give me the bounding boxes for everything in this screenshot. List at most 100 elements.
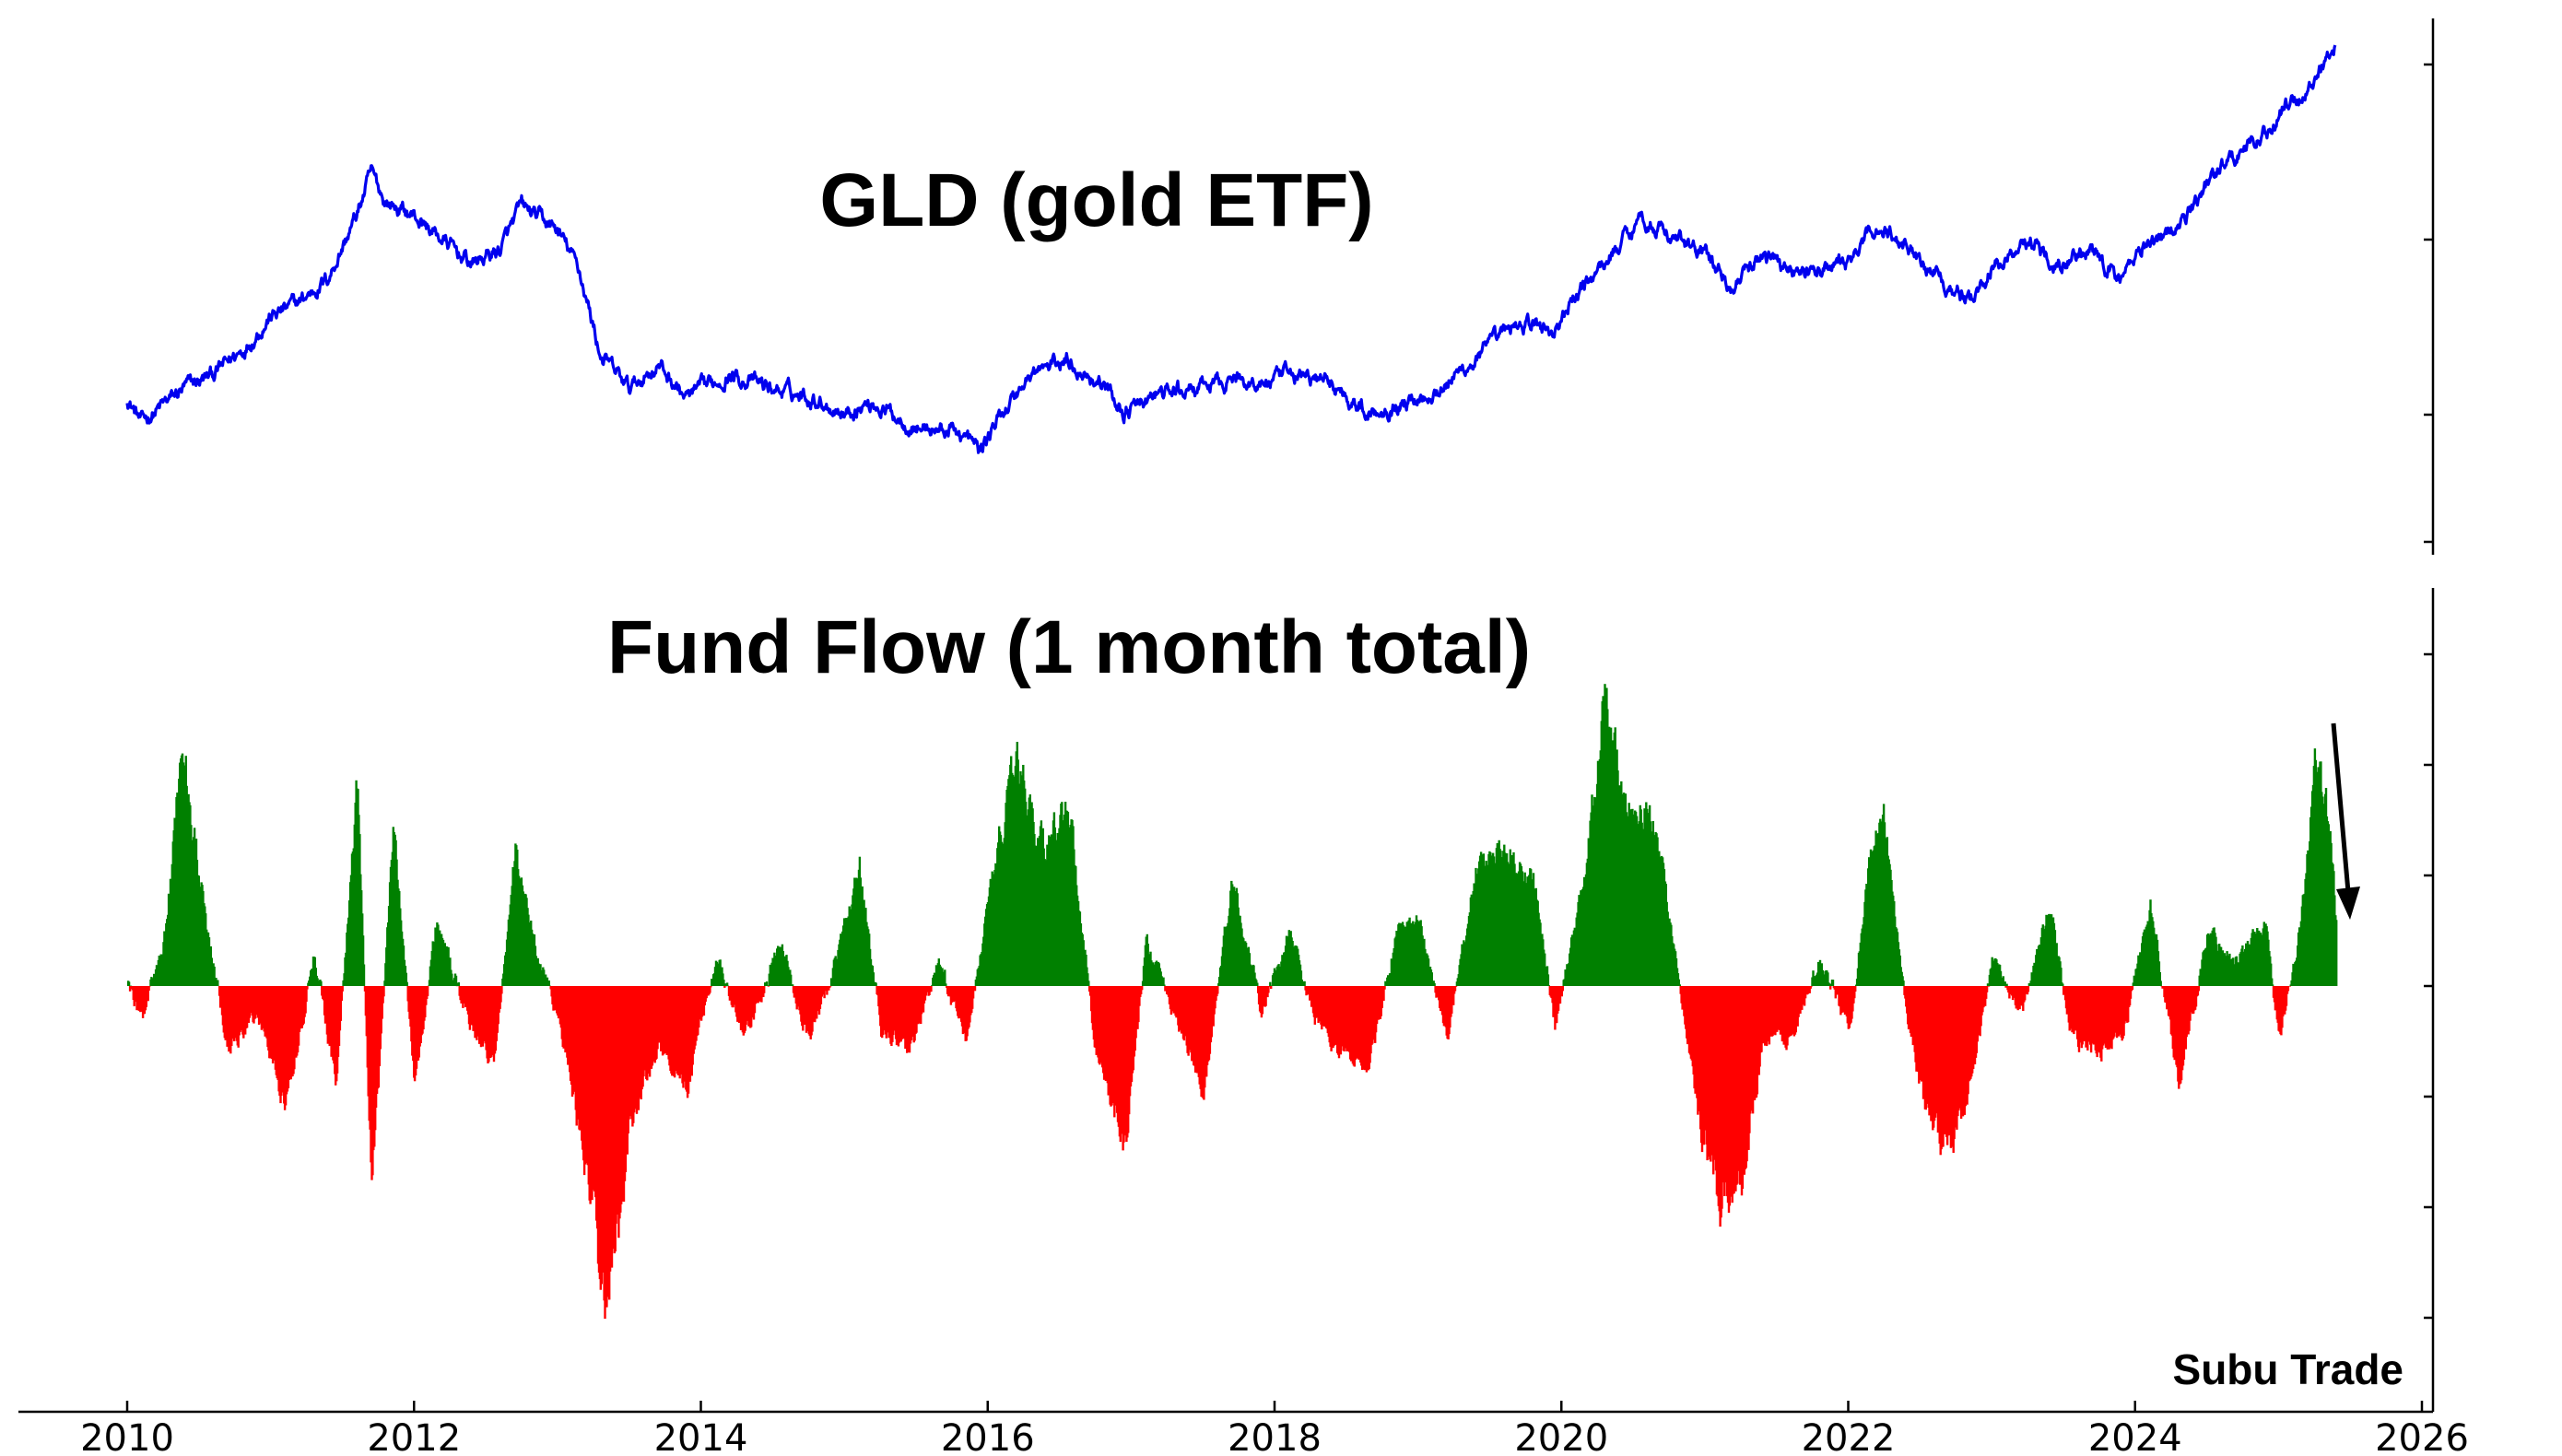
flow-bar [1270, 986, 1273, 989]
flow-bar [339, 986, 342, 1021]
flow-bar [709, 986, 711, 993]
flow-bar [1677, 979, 1680, 986]
flow-bar [543, 969, 546, 986]
flow-bar [499, 986, 502, 1003]
flow-bar [1087, 980, 1090, 986]
flow-bar [2062, 983, 2064, 986]
flow-bar [1381, 986, 1383, 1008]
flow-bar [2004, 986, 2007, 988]
price-title: GLD (gold ETF) [819, 159, 1373, 242]
flow-bar [426, 986, 429, 996]
flow-bar [1809, 986, 1812, 989]
flow-bar [2161, 986, 2164, 989]
flow-bar [147, 986, 150, 991]
flow-bars [127, 684, 2338, 1319]
flow-bar [1829, 986, 1832, 990]
flow-bar [148, 986, 151, 987]
flow-bar [2158, 972, 2161, 986]
flow-bar [1854, 986, 1857, 992]
flow-bar [1853, 986, 1856, 999]
flow-bar [1454, 986, 1458, 987]
flow-bar [765, 981, 769, 986]
flow-bar [724, 983, 727, 986]
flow-bar [2270, 963, 2273, 986]
flow-bar [452, 980, 454, 986]
flow-bar [2288, 986, 2291, 987]
flow-bar [1433, 983, 1436, 986]
flow-bar [763, 986, 766, 993]
flow-bar [405, 981, 408, 986]
flow-bar [1256, 982, 1259, 986]
flow-bar [828, 986, 830, 991]
flow-bar [451, 973, 453, 986]
flow-bar [1299, 970, 1303, 986]
flow-bar [1452, 986, 1455, 1005]
flow-bar [2271, 984, 2274, 986]
flow-bar [2271, 978, 2274, 986]
flow-bar [457, 982, 460, 986]
flow-bar [1986, 983, 1990, 986]
x-axis-ticks: 2010 2012 2014 2016 2018 2020 2022 2024 2026 [80, 1401, 2469, 1456]
x-tick-label: 2016 [941, 1417, 1035, 1456]
flow-bar [361, 935, 365, 986]
x-tick-label: 2010 [80, 1417, 174, 1456]
flow-bar [405, 972, 407, 986]
flow-bar [2008, 986, 2011, 999]
flow-bar [710, 986, 712, 988]
flow-bar [213, 966, 216, 986]
flow-bar [1902, 980, 1905, 986]
x-tick-label: 2020 [1514, 1417, 1608, 1456]
flow-bar [1163, 984, 1166, 986]
flow-bar [1303, 980, 1306, 986]
x-tick-label: 2012 [367, 1417, 461, 1456]
flow-bar [382, 986, 385, 997]
flow-bar [1561, 986, 1564, 992]
flow-bar [723, 986, 726, 988]
flow-bar [790, 974, 793, 986]
flow-bar [1547, 985, 1550, 986]
flow-bar [723, 980, 725, 986]
flow-bar [1087, 973, 1089, 986]
flow-bar [1162, 977, 1165, 986]
x-tick-label: 2018 [1228, 1417, 1322, 1456]
flow-bar [1827, 972, 1829, 986]
flow-bar [1160, 976, 1163, 986]
flow-bar [767, 986, 770, 987]
x-tick-label: 2014 [654, 1417, 748, 1456]
flow-bar [127, 981, 131, 986]
flow-bar [2060, 968, 2063, 986]
flow-bar [2159, 980, 2162, 986]
flow-bar [1985, 986, 1989, 992]
flow-bar [766, 985, 770, 986]
credit-label: Subu Trade [2173, 1345, 2403, 1393]
x-tick-label: 2026 [2375, 1417, 2469, 1456]
flow-bar [1810, 986, 1813, 987]
flow-bar [1264, 986, 1267, 1006]
flow-bar [945, 983, 947, 986]
flow-bar [1216, 986, 1219, 994]
flow-bar [305, 986, 308, 1003]
flow-title: Fund Flow (1 month total) [607, 605, 1531, 689]
flow-bar [2285, 986, 2288, 1006]
flow-bar [1987, 986, 1991, 987]
flow-bar [1164, 986, 1167, 992]
price-panel: GLD (gold ETF) [125, 18, 2435, 555]
flow-bar [316, 978, 319, 986]
flow-bar [2197, 986, 2200, 992]
flow-bar [875, 982, 877, 986]
flow-bar [2129, 986, 2133, 999]
flow-bar [147, 986, 149, 1002]
flow-bar [1560, 986, 1563, 997]
flow-bar [1453, 986, 1457, 992]
flow-bar [829, 986, 831, 989]
flow-bar [500, 986, 503, 994]
flow-bar [362, 964, 366, 986]
flow-bar [1267, 986, 1270, 993]
flow-bar [725, 982, 729, 986]
flow-bar [2002, 976, 2004, 986]
flow-bar [872, 972, 875, 986]
flow-bar [1269, 981, 1272, 986]
flow-bar [1678, 984, 1681, 986]
flow-bar [320, 980, 323, 986]
flow-bar [2005, 983, 2008, 986]
